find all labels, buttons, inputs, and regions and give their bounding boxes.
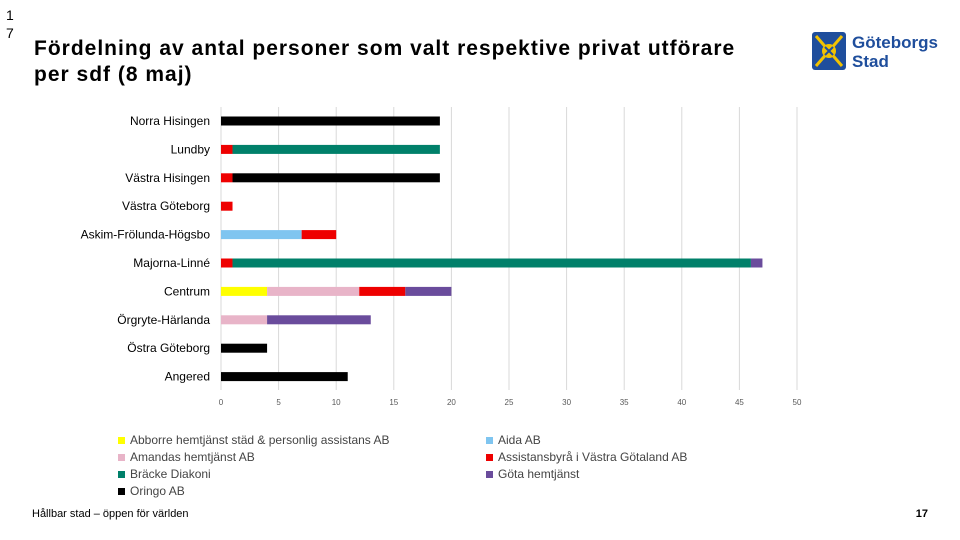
bar-segment xyxy=(221,315,268,325)
bar-segment xyxy=(301,230,337,240)
page-number: 17 xyxy=(915,508,928,520)
bar-segment xyxy=(267,286,360,296)
legend-label: Aida AB xyxy=(498,433,541,447)
bar-segment xyxy=(221,258,233,268)
legend-swatch xyxy=(118,488,125,495)
logo-text-line2: Stad xyxy=(852,52,889,71)
legend-swatch xyxy=(118,437,125,444)
legend-label: Oringo AB xyxy=(130,484,185,498)
bar-segment xyxy=(221,343,268,353)
footer-slogan: Hållbar stad – öppen för världen xyxy=(32,508,189,520)
x-tick-label: 10 xyxy=(332,398,341,407)
coat-of-arms-icon xyxy=(812,32,846,70)
chart-bars xyxy=(221,116,763,382)
bar-segment xyxy=(221,230,302,240)
category-label: Lundby xyxy=(171,142,210,156)
bar-segment xyxy=(232,258,751,268)
bar-segment xyxy=(232,144,440,154)
legend-swatch xyxy=(118,471,125,478)
category-label: Norra Hisingen xyxy=(130,114,210,128)
chart-gridlines xyxy=(220,107,798,390)
category-labels: Norra Hisingen Lundby Västra Hisingen Västr… xyxy=(81,114,211,384)
bar-segment xyxy=(221,372,348,382)
page-title: Fördelning av antal personer som valt re… xyxy=(34,37,736,86)
legend-swatch xyxy=(486,471,493,478)
x-tick-label: 30 xyxy=(562,398,571,407)
legend-item: Abborre hemtjänst städ & personlig assis… xyxy=(118,432,389,449)
slide-corner-number: 17 xyxy=(6,7,14,41)
legend-item: Göta hemtjänst xyxy=(486,466,687,483)
x-tick-label: 0 xyxy=(219,398,224,407)
legend-item: Bräcke Diakoni xyxy=(118,466,389,483)
x-tick-label: 45 xyxy=(735,398,744,407)
legend-column-left: Abborre hemtjänst städ & personlig assis… xyxy=(118,432,389,500)
x-tick-label: 15 xyxy=(389,398,398,407)
x-tick-label: 35 xyxy=(620,398,629,407)
legend-column-right: Aida AB Assistansbyrå i Västra Götaland A… xyxy=(486,432,687,483)
x-tick-label: 20 xyxy=(447,398,456,407)
bar-segment xyxy=(267,315,371,325)
bar-segment xyxy=(359,286,406,296)
legend-swatch xyxy=(486,454,493,461)
legend-label: Bräcke Diakoni xyxy=(130,467,211,481)
category-label: Västra Göteborg xyxy=(122,199,210,213)
legend-label: Assistansbyrå i Västra Götaland AB xyxy=(498,450,688,464)
x-tick-label: 5 xyxy=(276,398,281,407)
bar-segment xyxy=(221,286,268,296)
category-label: Västra Hisingen xyxy=(125,171,210,185)
x-tick-label: 50 xyxy=(793,398,802,407)
bar-segment xyxy=(750,258,763,268)
stacked-bar-chart: Norra Hisingen Lundby Västra Hisingen Västr… xyxy=(81,107,802,407)
bar-segment xyxy=(221,116,440,126)
category-label: Centrum xyxy=(164,284,210,298)
legend-swatch xyxy=(486,437,493,444)
category-label: Örgryte-Härlanda xyxy=(117,313,210,327)
legend-item: Oringo AB xyxy=(118,483,389,500)
legend-label: Göta hemtjänst xyxy=(498,467,580,481)
legend-label: Abborre hemtjänst städ & personlig assis… xyxy=(130,433,390,447)
legend-item: Assistansbyrå i Västra Götaland AB xyxy=(486,449,687,466)
bar-segment xyxy=(221,144,233,154)
logo-text-line1: Göteborgs xyxy=(852,33,938,52)
x-tick-labels: 0 5 10 15 20 25 30 35 40 45 50 xyxy=(219,398,802,407)
category-label: Angered xyxy=(165,370,210,384)
legend-item: Amandas hemtjänst AB xyxy=(118,449,389,466)
x-tick-label: 25 xyxy=(505,398,514,407)
legend-label: Amandas hemtjänst AB xyxy=(130,450,255,464)
category-label: Askim-Frölunda-Högsbo xyxy=(81,228,211,242)
category-label: Östra Göteborg xyxy=(127,341,210,355)
x-tick-label: 40 xyxy=(677,398,686,407)
category-label: Majorna-Linné xyxy=(133,256,210,270)
bar-segment xyxy=(221,201,233,211)
bar-segment xyxy=(405,286,452,296)
bar-segment xyxy=(221,173,233,183)
legend-swatch xyxy=(118,454,125,461)
bar-segment xyxy=(232,173,440,183)
legend-item: Aida AB xyxy=(486,432,687,449)
